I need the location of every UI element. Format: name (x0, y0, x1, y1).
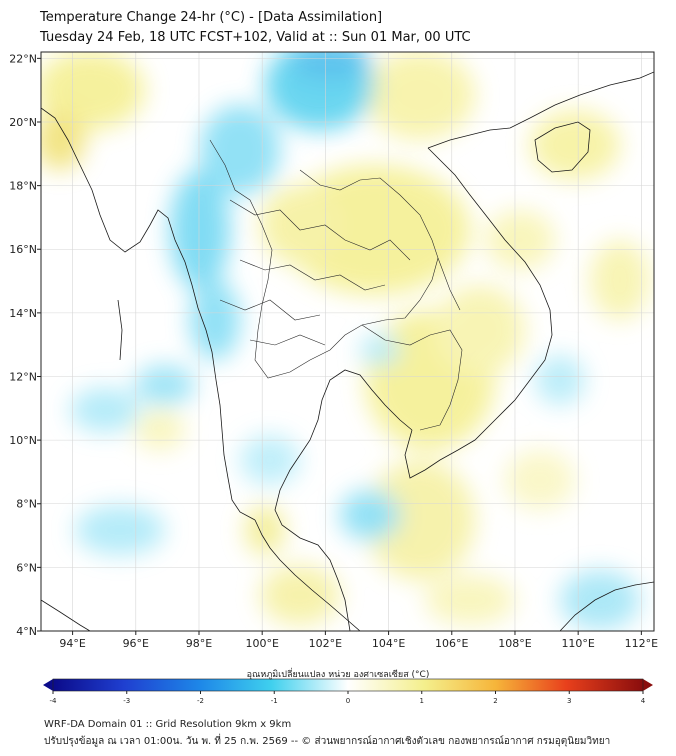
lon-label: 110°E (561, 637, 594, 650)
cool-area (360, 335, 400, 365)
cool-area (290, 40, 370, 80)
colorbar: -4 -3 -2 -1 0 1 2 3 4 (43, 679, 653, 705)
lon-label: 112°E (625, 637, 658, 650)
lat-label: 16°N (9, 243, 37, 256)
cool-area (70, 388, 140, 432)
lat-label: 10°N (9, 434, 37, 447)
colorbar-tick-label: -3 (123, 697, 130, 705)
lat-label: 4°N (16, 625, 37, 638)
warm-area (530, 110, 620, 180)
warm-area (505, 450, 575, 510)
colorbar-tick-label: 4 (641, 697, 646, 705)
warm-area (260, 565, 340, 625)
cool-area (240, 435, 300, 485)
lat-label: 6°N (16, 561, 37, 574)
lat-label: 18°N (9, 180, 37, 193)
lon-label: 104°E (372, 637, 405, 650)
colorbar-tick-label: -2 (197, 697, 204, 705)
cool-area (135, 365, 195, 405)
lon-label: 94°E (59, 637, 85, 650)
lat-label: 12°N (9, 370, 37, 383)
lon-label: 106°E (435, 637, 468, 650)
warm-area (135, 410, 185, 450)
lon-label: 102°E (309, 637, 342, 650)
cool-area (340, 490, 400, 540)
lon-label: 98°E (186, 637, 212, 650)
warm-area (365, 50, 475, 140)
lon-label: 100°E (245, 637, 278, 650)
warm-area (260, 185, 340, 265)
colorbar-tick-label: -1 (271, 697, 278, 705)
warm-area (245, 505, 285, 555)
warm-area (425, 575, 515, 625)
lat-label: 14°N (9, 307, 37, 320)
colorbar-tick-label: 2 (493, 697, 497, 705)
cool-area (560, 570, 640, 630)
colorbar-tick-label: -4 (50, 697, 58, 705)
colorbar-tick-label: 0 (346, 697, 350, 705)
warm-area (435, 285, 525, 375)
footer-credit: ปรับปรุงข้อมูล ณ เวลา 01:00น. วัน พ. ที่… (44, 734, 610, 749)
lon-label: 96°E (123, 637, 149, 650)
warm-area (485, 210, 555, 270)
warm-area (590, 240, 650, 320)
cool-area (75, 505, 165, 555)
colorbar-label: อุณหภูมิเปลี่ยนแปลง หน่วย องศาเซลเซียส (… (0, 667, 676, 681)
footer-model-info: WRF-DA Domain 01 :: Grid Resolution 9km … (44, 719, 291, 730)
cool-area (170, 170, 230, 290)
map-figure: 22°N 20°N 18°N 16°N 14°N 12°N 10°N 8°N 6°N 4°N 94… (0, 0, 676, 756)
colorbar-tick-label: 1 (420, 697, 424, 705)
colorbar-tick-label: 3 (567, 697, 571, 705)
latitude-axis: 22°N 20°N 18°N 16°N 14°N 12°N 10°N 8°N 6°N 4°N (9, 52, 41, 638)
longitude-axis: 94°E 96°E 98°E 100°E 102°E 104°E 106°E 108°E 110… (59, 631, 658, 650)
lat-label: 22°N (9, 52, 37, 65)
cool-area (535, 355, 585, 405)
lat-label: 8°N (16, 498, 37, 511)
lat-label: 20°N (9, 116, 37, 129)
lon-label: 108°E (498, 637, 531, 650)
cool-area (190, 280, 240, 360)
warm-area (35, 110, 85, 170)
